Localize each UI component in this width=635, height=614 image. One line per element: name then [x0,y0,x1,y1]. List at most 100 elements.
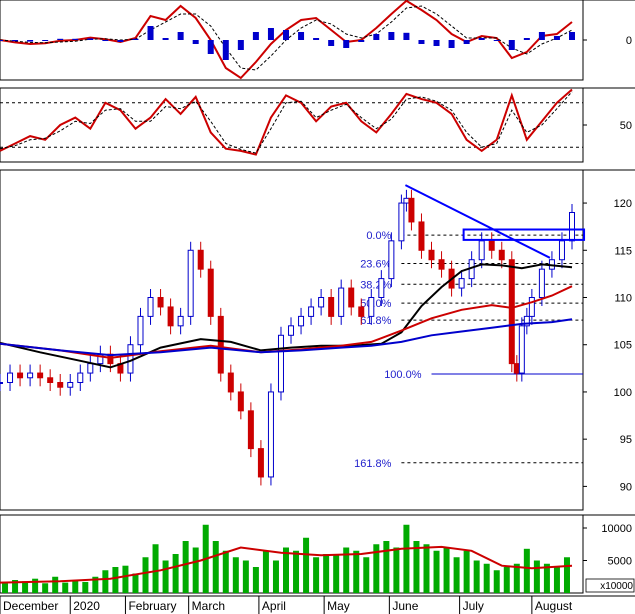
candle-body [408,197,415,223]
volume-bar [393,547,400,593]
candle-body [308,306,315,317]
candle-body [368,297,375,317]
price-ma-blue-line [0,318,573,357]
volume-bar [373,544,380,593]
macd-histogram-bar [448,40,455,48]
macd-histogram-bar [192,40,199,44]
x-tick-label: August [535,599,573,613]
volume-bar [363,557,370,593]
volume-bar [463,550,470,593]
volume-bar [283,547,289,593]
volume-bar [162,560,169,593]
stoch-frame [0,87,584,163]
macd-histogram-bar [478,38,485,40]
volume-bar [523,548,530,593]
macd-histogram-bar [538,32,545,40]
candle-body [438,259,445,270]
candle-body [87,363,94,374]
volume-bar [433,550,440,593]
candle-body [358,306,365,317]
macd-histogram-bar [27,40,34,42]
macd-histogram-bar [207,40,214,54]
candle-body [7,372,14,383]
resistance-box [462,228,586,241]
stoch-pct-D-line [0,91,573,154]
macd-histogram-bar [252,32,259,40]
x-tick-label: February [128,599,176,613]
candle-body [498,249,505,261]
macd-histogram-bar [132,38,139,40]
candle-body [478,240,485,261]
macd-histogram-bar [72,38,79,40]
macd-histogram-bar [102,40,109,41]
price-trendline-line [404,184,551,259]
candle-body [237,391,244,412]
macd-histogram-bar [403,32,410,40]
candle-body [217,315,224,374]
candle-body [378,278,385,299]
volume-bar [293,550,300,593]
fib-label: 61.8% [360,315,391,327]
volume-bar [563,557,570,593]
x-axis: December 2020 February March April May June Jul… [0,595,635,614]
candle-body [147,297,154,317]
volume-bar [503,567,510,593]
fib-label: 161.8% [354,458,392,470]
volume-bar [132,573,139,593]
macd-histogram-bar [433,40,440,46]
volume-bar [212,541,219,593]
volume-bar [52,576,59,593]
volume-bar [222,550,229,593]
macd-histogram-bar [328,40,335,46]
volume-bar [102,570,109,593]
candle-body [298,315,305,327]
candle-body [523,315,530,327]
volume-unit-box [585,578,635,593]
macd-histogram-bar [298,32,305,40]
candle-body [197,249,204,270]
volume-bar [543,563,550,593]
y-tick-label: 110 [614,293,632,305]
volume-bar [72,580,79,593]
candle-body [207,268,214,317]
volume-bar [443,547,450,593]
macd-histogram-bar [313,38,320,40]
candle-body [247,410,254,450]
volume-bar [242,560,249,593]
volume-bar [473,560,480,593]
y-tick-label: 120 [614,198,632,210]
candle-body [458,278,465,289]
candle-body [47,377,54,383]
volume-bar [533,560,540,593]
macd-frame [0,0,584,81]
candle-body [67,382,74,388]
macd-histogram-bar [0,40,3,41]
y-tick-label: 115 [614,245,632,257]
volume-bar [252,567,259,593]
candle-body [558,240,565,261]
y-tick-label: 90 [620,481,632,493]
macd-histogram-bar [358,40,365,42]
volume-unit-label: x10000 [600,581,633,592]
candle-body [288,325,295,336]
candle-body [267,391,274,478]
fib-label: 50.0% [360,298,391,310]
volume-ma-line [0,545,573,584]
macd-histogram-bar [463,40,470,44]
candle-body [508,259,515,365]
candle-body [57,382,64,388]
x-tick-label: June [392,599,418,613]
fib-label: 23.6% [360,259,391,271]
y-tick-label: 105 [614,340,632,352]
candle-body [398,202,405,242]
candle-body [513,363,520,374]
volume-bar [82,581,89,593]
volume-bar [192,547,199,593]
y-tick-label: 100 [614,387,632,399]
volume-bar [232,557,239,593]
y-tick-label: 10000 [601,523,632,535]
volume-bar [112,567,119,593]
y-tick-label: 0 [626,35,632,47]
y-tick-label: 50 [620,120,632,132]
macd-histogram-bar [569,32,575,40]
